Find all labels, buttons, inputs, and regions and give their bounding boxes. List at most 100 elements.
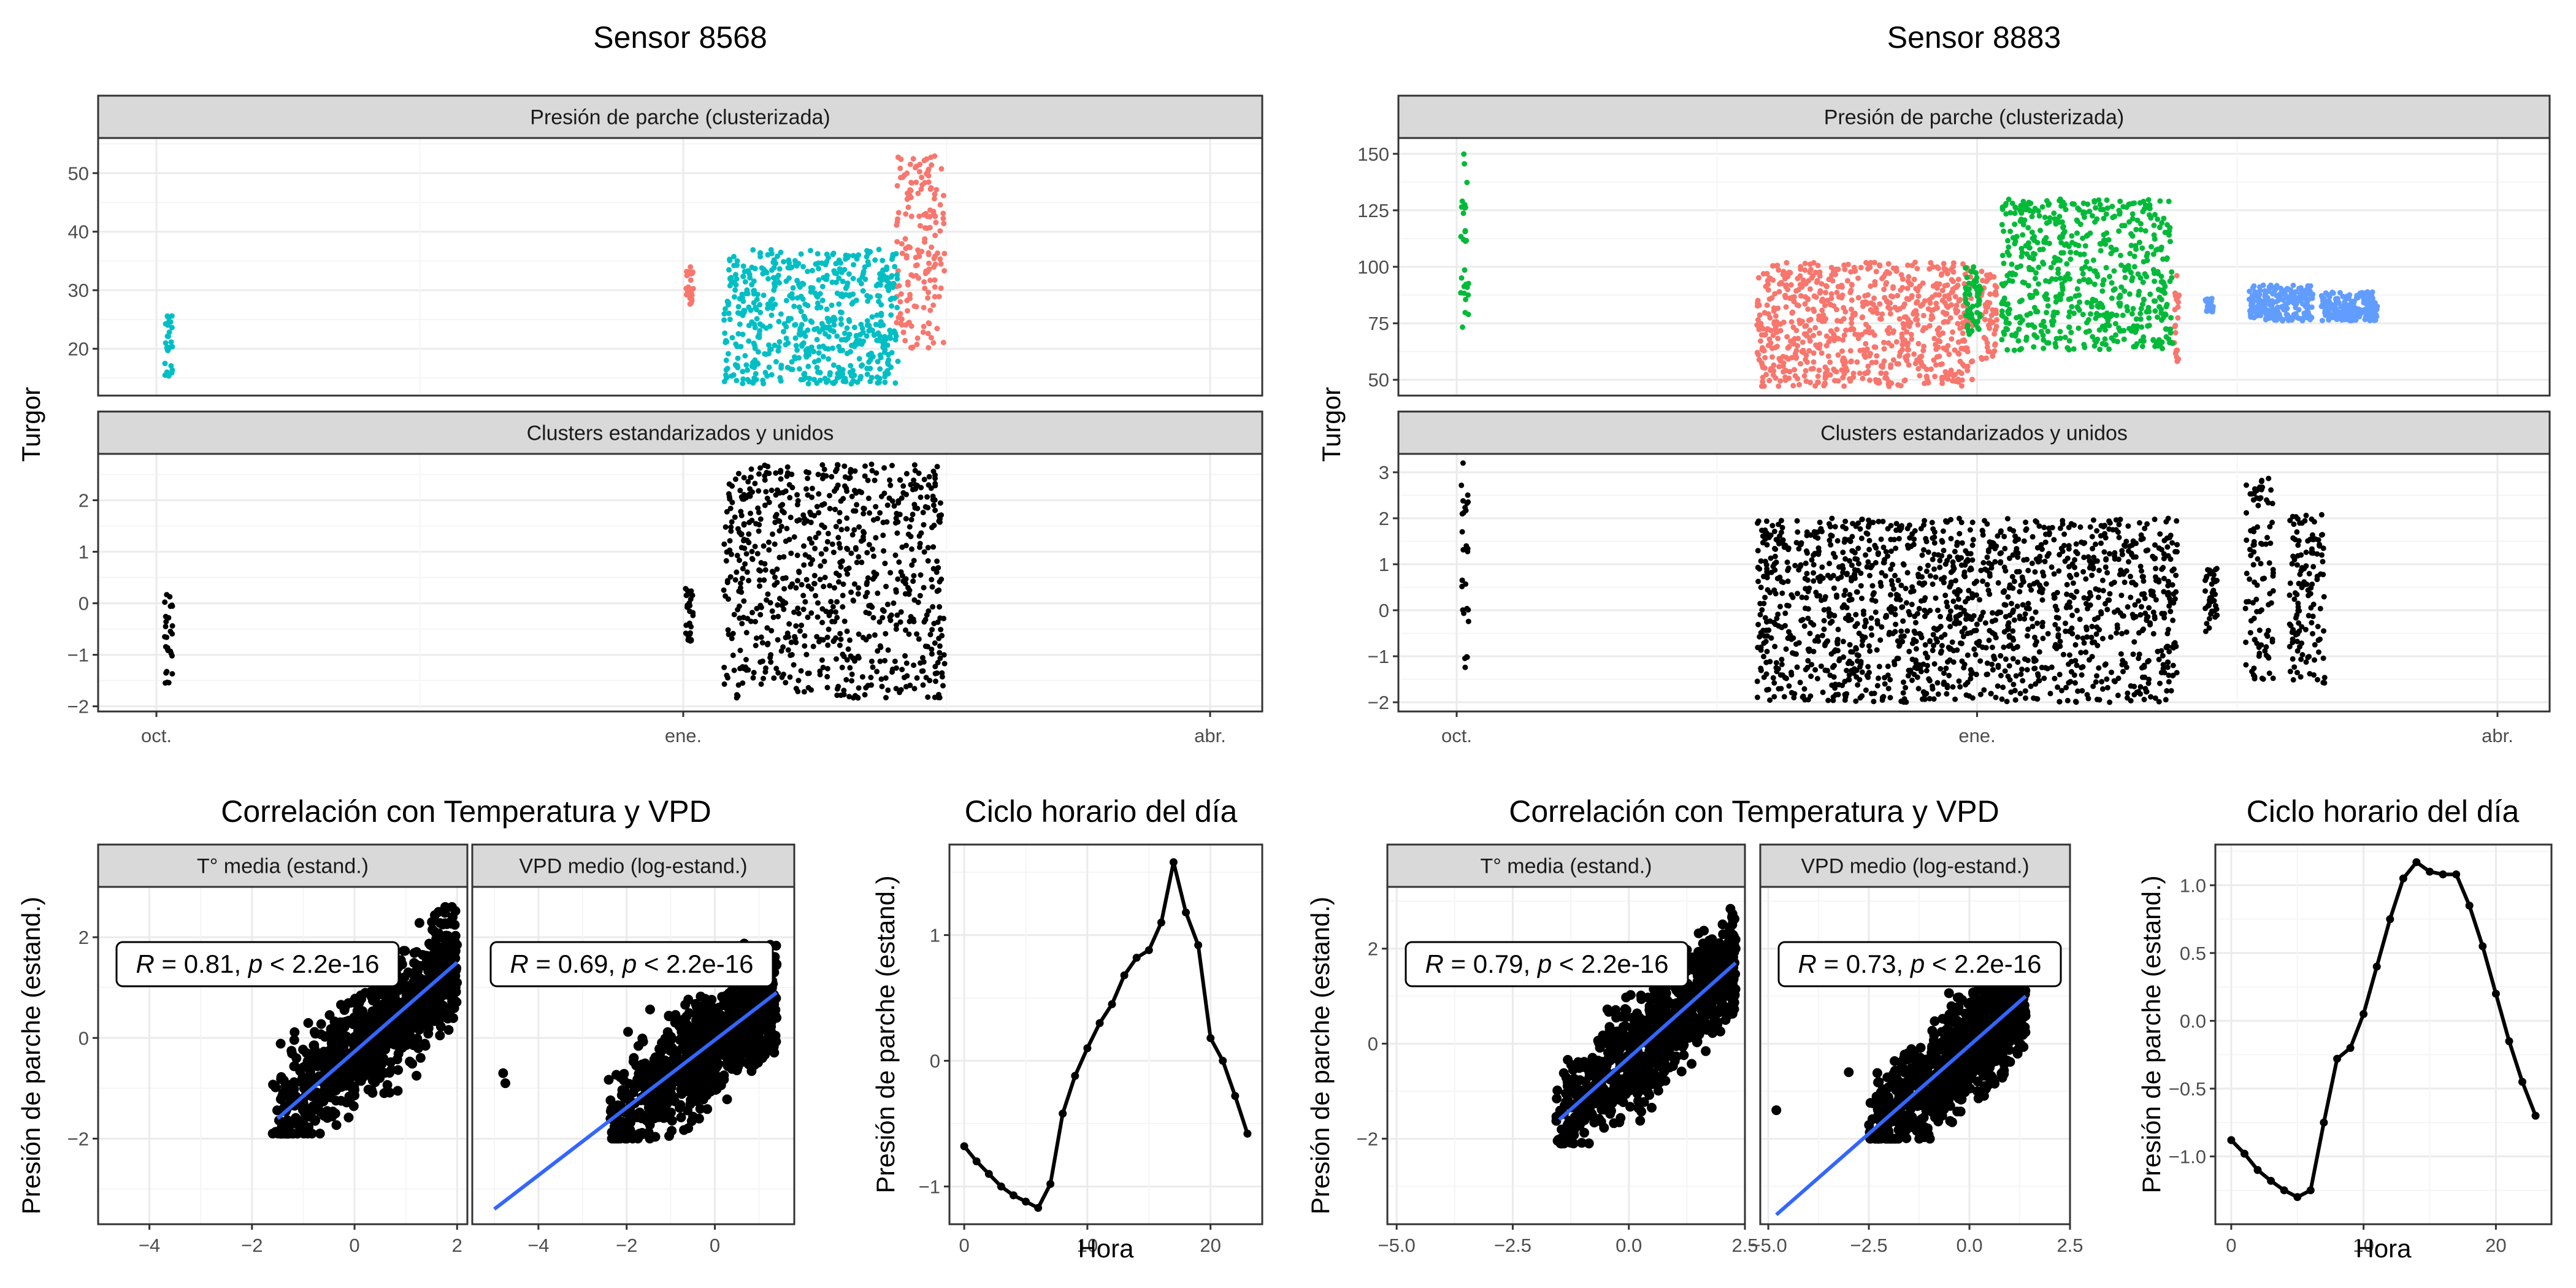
data-point <box>2102 523 2107 529</box>
data-point <box>1866 537 1873 543</box>
data-point <box>1965 652 1971 658</box>
data-point <box>1930 315 1936 321</box>
data-point <box>921 522 927 528</box>
data-point <box>1839 295 1845 301</box>
data-point <box>765 591 771 597</box>
data-point <box>162 361 168 367</box>
data-point <box>742 561 748 567</box>
data-point <box>1842 556 1849 562</box>
data-point <box>2167 239 2173 245</box>
data-point <box>789 581 795 587</box>
data-point <box>898 291 904 297</box>
data-point <box>799 581 805 588</box>
data-point <box>894 272 900 278</box>
data-point <box>859 674 865 680</box>
data-point <box>2258 312 2264 318</box>
data-point <box>1953 307 1959 313</box>
data-point <box>747 275 753 281</box>
data-point <box>2139 245 2145 251</box>
data-point <box>1867 377 1873 383</box>
data-point <box>759 658 765 664</box>
data-point <box>1868 615 1874 621</box>
data-point <box>1806 348 1812 354</box>
data-point <box>2111 580 2117 585</box>
data-point <box>2080 569 2087 575</box>
data-point <box>1991 348 1998 354</box>
data-point <box>2020 317 2025 323</box>
data-point <box>1984 521 1990 527</box>
data-point <box>865 298 871 304</box>
data-point <box>1990 610 1995 616</box>
data-point <box>902 236 908 242</box>
data-point <box>2005 594 2011 600</box>
data-point <box>2168 608 2174 615</box>
data-point <box>1998 529 2004 535</box>
data-point <box>2018 346 2025 351</box>
data-point <box>901 675 907 681</box>
data-point <box>865 352 872 358</box>
data-point <box>1879 624 1885 630</box>
data-point <box>852 468 858 474</box>
data-point <box>833 524 839 530</box>
data-point <box>824 306 830 312</box>
data-point <box>2079 664 2084 670</box>
data-point <box>1828 291 1834 297</box>
data-point <box>2029 229 2035 236</box>
data-point <box>2171 566 2177 572</box>
data-point <box>766 342 772 348</box>
data-point <box>1928 366 1934 372</box>
data-point <box>798 309 804 315</box>
data-point <box>895 358 901 364</box>
data-point <box>2117 211 2123 217</box>
data-point <box>822 345 829 351</box>
data-point <box>2131 692 2137 698</box>
data-point <box>1885 663 1891 669</box>
data-point <box>853 508 859 514</box>
data-point <box>1764 302 1770 309</box>
data-point <box>2012 204 2018 210</box>
data-point <box>812 545 818 551</box>
data-point <box>848 467 854 473</box>
data-point <box>924 225 930 231</box>
data-point <box>1979 269 1985 274</box>
data-point <box>888 312 894 318</box>
data-point <box>728 275 734 281</box>
data-point <box>1785 565 1792 571</box>
data-point <box>1849 282 1855 288</box>
sensor1-facet0-strip <box>1397 94 2551 139</box>
data-point <box>2109 204 2115 210</box>
data-point <box>781 672 786 677</box>
data-point <box>690 613 696 618</box>
data-point <box>1854 652 1860 658</box>
data-point <box>930 497 936 503</box>
data-point <box>930 340 937 346</box>
data-point <box>1769 295 1775 301</box>
data-point <box>834 615 840 621</box>
data-point <box>2061 229 2068 235</box>
data-point <box>873 283 880 289</box>
data-point <box>1960 320 1966 326</box>
data-point <box>2133 243 2139 249</box>
data-point <box>773 512 780 518</box>
data-point <box>742 308 748 314</box>
sensor0-ylabel: Turgor <box>17 387 45 462</box>
data-point <box>2095 594 2101 600</box>
data-point <box>164 645 171 651</box>
data-point <box>861 505 867 512</box>
data-point <box>1989 645 1995 650</box>
data-point <box>848 349 854 355</box>
data-point <box>2163 697 2169 703</box>
data-point <box>2160 345 2165 351</box>
data-point <box>919 174 925 180</box>
data-point <box>2010 656 2016 662</box>
data-point <box>2083 329 2089 335</box>
data-point <box>1987 291 1993 297</box>
data-point <box>1929 519 1935 526</box>
data-point <box>1802 261 1808 266</box>
data-point <box>834 599 840 605</box>
data-point <box>793 623 799 629</box>
data-point <box>2141 591 2147 597</box>
data-point <box>2076 278 2082 285</box>
data-point <box>2261 298 2267 304</box>
data-point <box>894 530 900 536</box>
